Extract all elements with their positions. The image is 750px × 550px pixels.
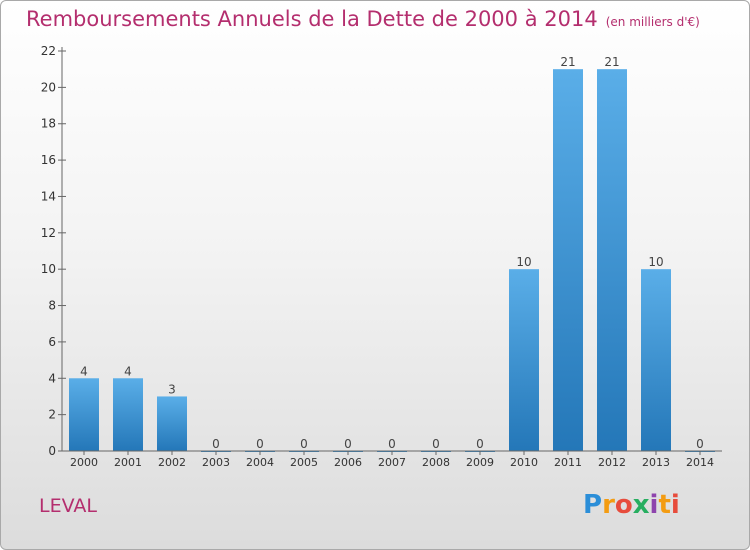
y-tick-label: 20 <box>41 80 56 94</box>
y-tick-label: 0 <box>48 444 56 458</box>
data-label: 0 <box>696 437 704 451</box>
x-tick-label: 2014 <box>686 456 714 469</box>
logo-letter: i <box>670 490 680 520</box>
y-tick-label: 10 <box>41 262 56 276</box>
bar <box>641 269 671 451</box>
x-tick-label: 2006 <box>334 456 362 469</box>
y-tick-label: 18 <box>41 117 56 131</box>
data-label: 21 <box>604 55 619 69</box>
bar <box>509 269 539 451</box>
data-label: 3 <box>168 382 176 396</box>
data-label: 21 <box>560 55 575 69</box>
logo-letter: t <box>658 490 671 520</box>
y-tick-label: 22 <box>41 44 56 58</box>
x-tick-label: 2010 <box>510 456 538 469</box>
bar <box>553 69 583 451</box>
data-label: 0 <box>212 437 220 451</box>
y-tick-label: 14 <box>41 189 56 203</box>
bar <box>157 396 187 451</box>
x-tick-label: 2005 <box>290 456 318 469</box>
y-tick-label: 8 <box>48 299 56 313</box>
commune-name: LEVAL <box>39 495 97 517</box>
bar <box>69 378 99 451</box>
x-tick-label: 2012 <box>598 456 626 469</box>
x-tick-label: 2008 <box>422 456 450 469</box>
y-tick-label: 12 <box>41 226 56 240</box>
bar <box>597 69 627 451</box>
x-tick-label: 2002 <box>158 456 186 469</box>
data-label: 0 <box>300 437 308 451</box>
chart-title-block: Remboursements Annuels de la Dette de 20… <box>26 7 700 31</box>
x-tick-label: 2007 <box>378 456 406 469</box>
x-tick-label: 2013 <box>642 456 670 469</box>
logo-letter: P <box>583 490 603 520</box>
chart-title: Remboursements Annuels de la Dette de 20… <box>26 7 598 31</box>
x-tick-label: 2000 <box>70 456 98 469</box>
data-label: 10 <box>648 255 663 269</box>
bar <box>113 378 143 451</box>
data-label: 0 <box>388 437 396 451</box>
logo-letter: o <box>614 490 633 520</box>
data-label: 0 <box>256 437 264 451</box>
y-tick-label: 4 <box>48 371 56 385</box>
data-label: 0 <box>432 437 440 451</box>
x-tick-label: 2003 <box>202 456 230 469</box>
proxiti-logo: Proxiti <box>583 490 680 520</box>
logo-letter: i <box>649 490 659 520</box>
logo-letter: x <box>632 490 650 520</box>
y-tick-label: 6 <box>48 335 56 349</box>
x-tick-label: 2011 <box>554 456 582 469</box>
data-label: 10 <box>516 255 531 269</box>
logo-letter: r <box>602 490 615 520</box>
x-tick-label: 2009 <box>466 456 494 469</box>
y-tick-label: 2 <box>48 408 56 422</box>
plot-area: 4 4 3 0 0 0 0 0 0 0 10 21 21 10 0 0 2 4 6 8 10 12 14 16 18 20 22 20… <box>41 44 722 469</box>
data-label: 0 <box>476 437 484 451</box>
x-tick-label: 2004 <box>246 456 274 469</box>
data-label: 0 <box>344 437 352 451</box>
data-label: 4 <box>80 364 88 378</box>
y-tick-label: 16 <box>41 153 56 167</box>
data-label: 4 <box>124 364 132 378</box>
x-tick-label: 2001 <box>114 456 142 469</box>
chart-subtitle: (en milliers d'€) <box>605 15 700 29</box>
